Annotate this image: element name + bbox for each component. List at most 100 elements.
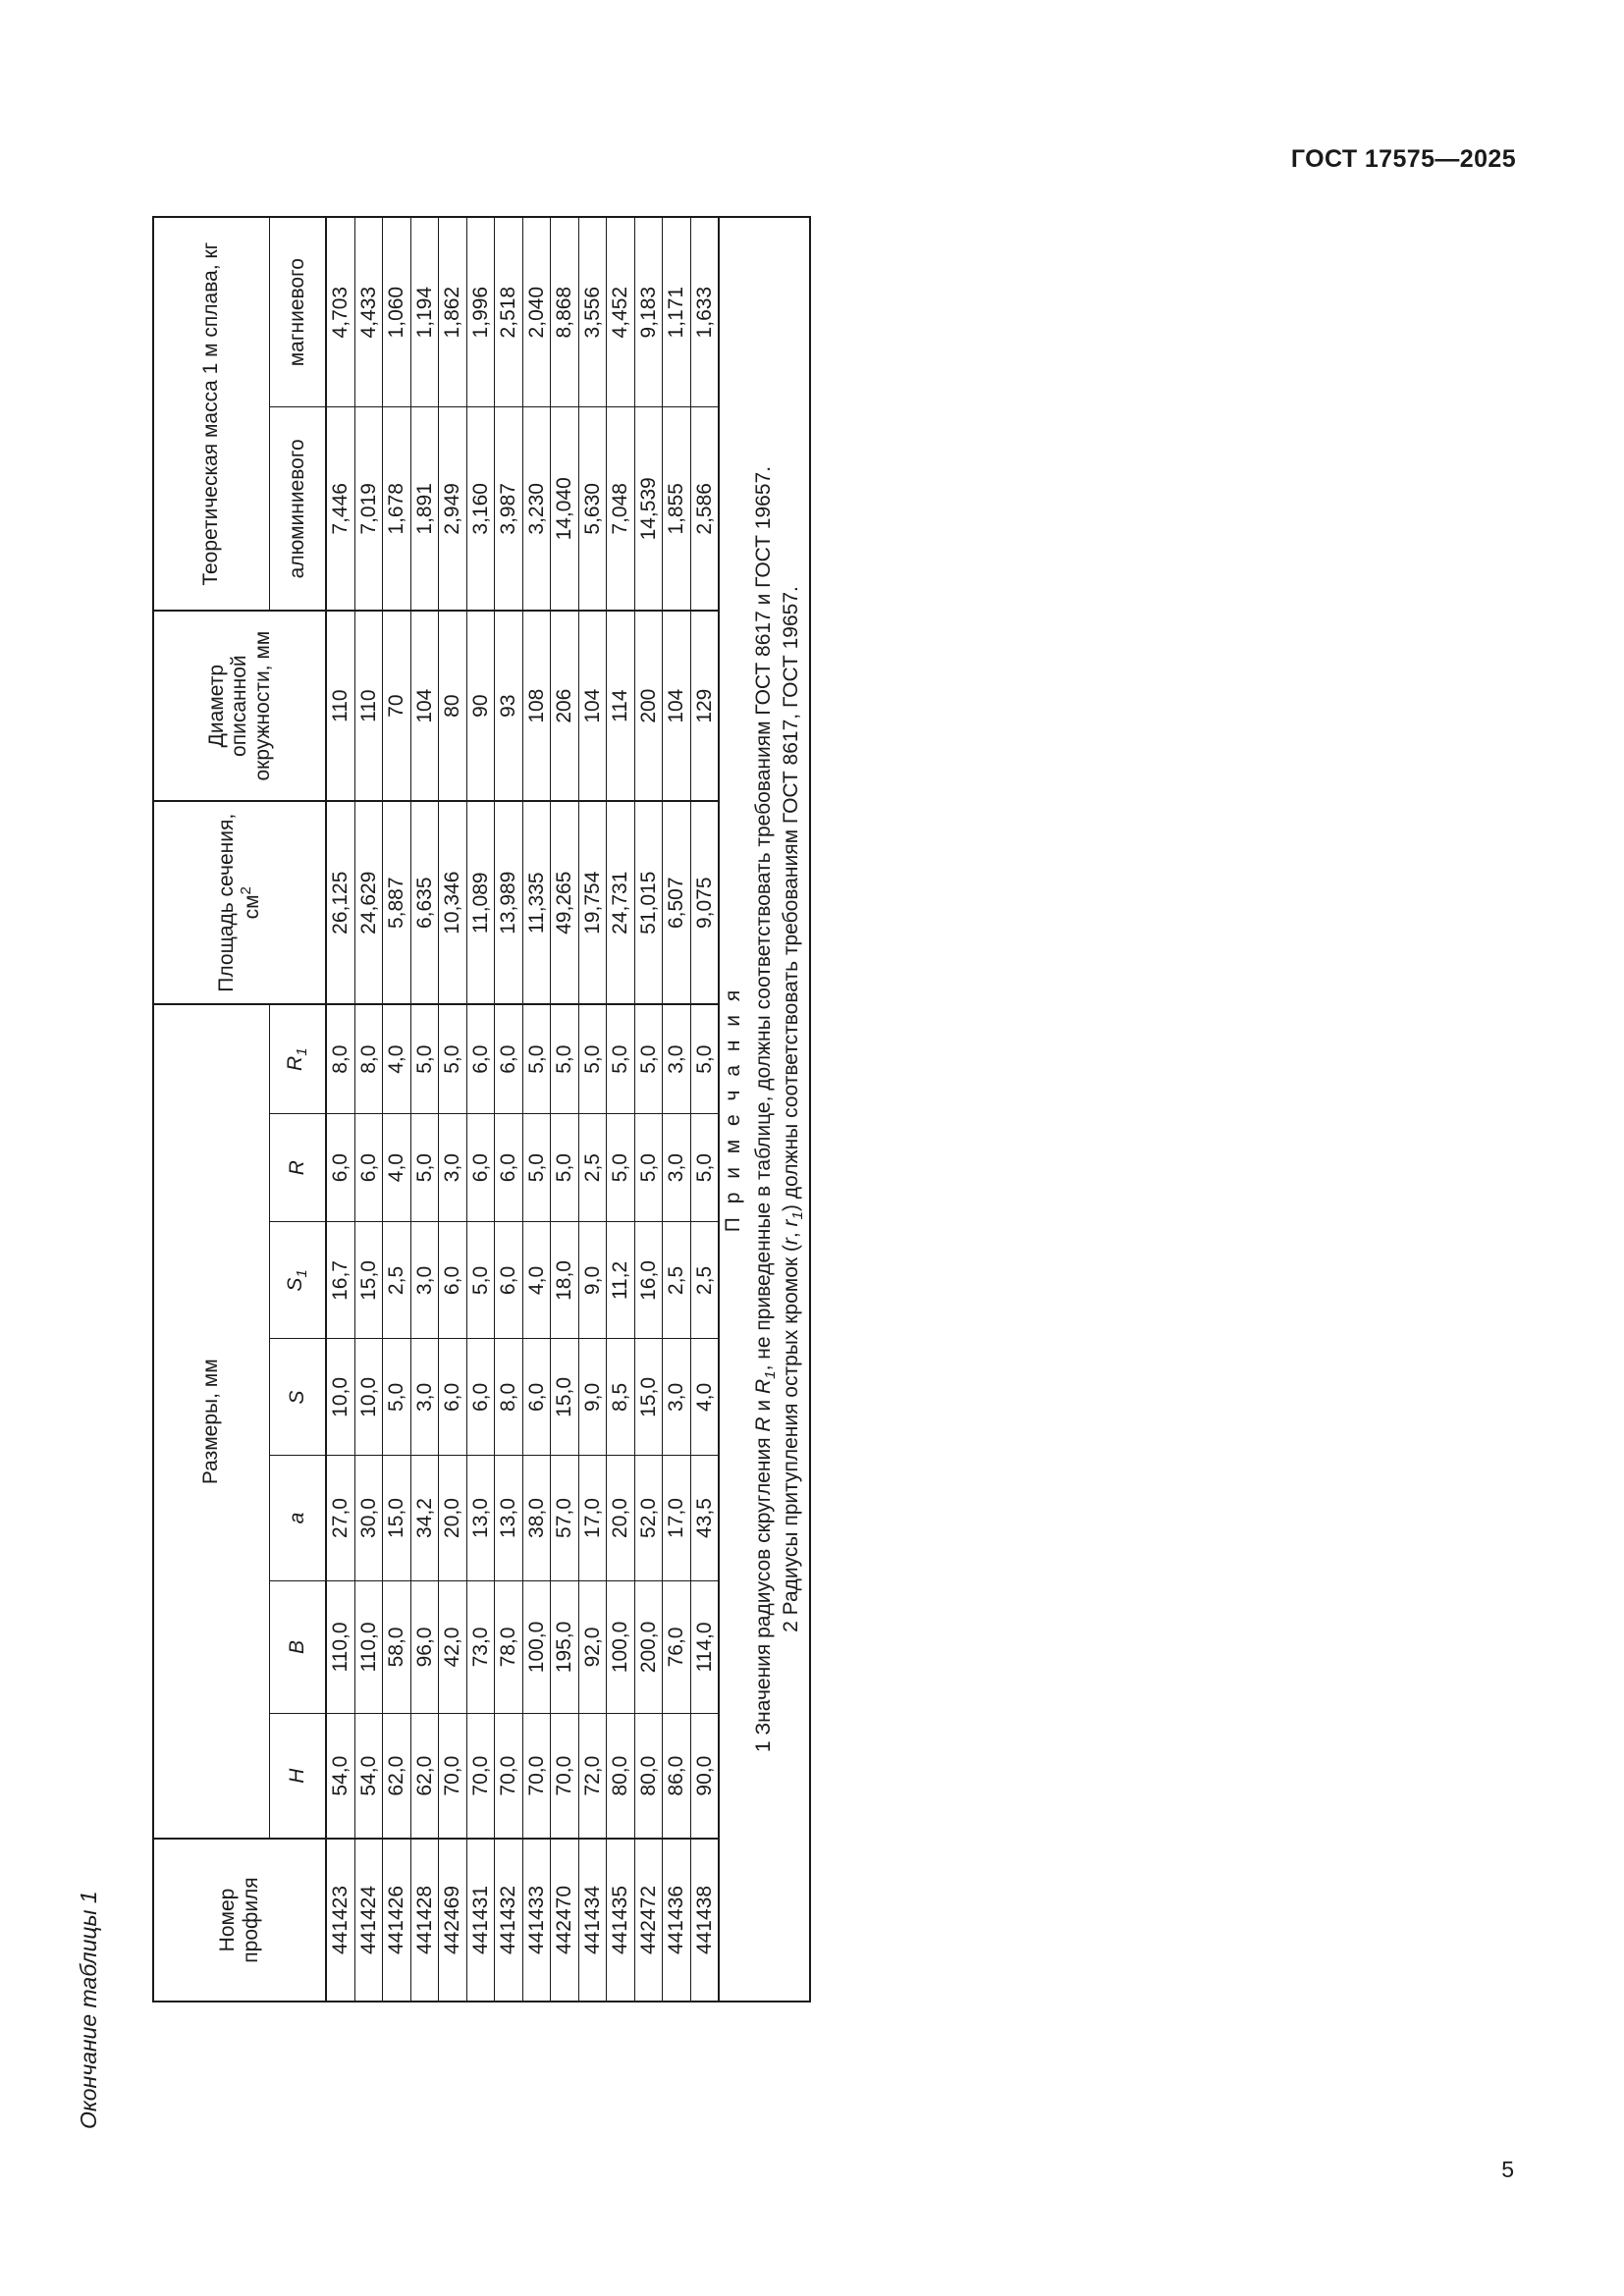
cell-a: 38,0 [522, 1455, 551, 1581]
cell-diameter: 80 [438, 611, 467, 801]
cell-H: 70,0 [522, 1713, 551, 1839]
area-line1: Площадь сечения, [215, 813, 239, 992]
cell-R1: 5,0 [410, 1004, 439, 1114]
cell-R: 5,0 [522, 1113, 551, 1222]
cell-diameter: 93 [494, 611, 523, 801]
cell-R: 2,5 [578, 1113, 607, 1222]
cell-profile-number: 441435 [606, 1839, 635, 2002]
cell-a: 13,0 [494, 1455, 523, 1581]
cell-H: 54,0 [354, 1713, 383, 1839]
page-number: 5 [1501, 2157, 1514, 2182]
cell-profile-number: 441424 [354, 1839, 383, 2002]
cell-area: 9,075 [690, 800, 720, 1005]
cell-R: 5,0 [690, 1113, 720, 1222]
cell-mass-magnesium: 8,868 [550, 217, 579, 407]
cell-diameter: 90 [466, 611, 495, 801]
cell-S1: 3,0 [410, 1221, 439, 1339]
cell-S1: 16,7 [326, 1221, 355, 1339]
cell-mass-aluminium: 14,539 [634, 406, 663, 612]
table-row: 441433 70,0 100,0 38,0 6,0 4,0 5,0 5,0 11,335 108… [522, 217, 551, 2002]
cell-a: 52,0 [634, 1455, 663, 1581]
col-header-mass-magnesium: магниевого [269, 217, 326, 407]
cell-a: 13,0 [466, 1455, 495, 1581]
cell-a: 43,5 [690, 1455, 720, 1581]
cell-S1: 2,5 [662, 1221, 691, 1339]
cell-profile-number: 441432 [494, 1839, 523, 2002]
cell-mass-magnesium: 3,556 [578, 217, 607, 407]
table-row: 441426 62,0 58,0 15,0 5,0 2,5 4,0 4,0 5,887 70 1,6… [382, 217, 411, 2002]
col-header-mass-aluminium: алюминиевого [269, 406, 326, 612]
cell-S1: 2,5 [690, 1221, 720, 1339]
cell-S: 10,0 [354, 1338, 383, 1456]
cell-diameter: 70 [382, 611, 411, 801]
cell-H: 90,0 [690, 1713, 720, 1839]
cell-mass-magnesium: 9,183 [634, 217, 663, 407]
cell-mass-aluminium: 1,855 [662, 406, 691, 612]
cell-R1: 5,0 [634, 1004, 663, 1114]
cell-diameter: 200 [634, 611, 663, 801]
cell-diameter: 114 [606, 611, 635, 801]
cell-B: 73,0 [466, 1580, 495, 1714]
table-row: 442472 80,0 200,0 52,0 15,0 16,0 5,0 5,0 51,015 2… [634, 217, 663, 2002]
cell-area: 5,887 [382, 800, 411, 1005]
col-header-S1: S1 [269, 1221, 326, 1339]
cell-R: 3,0 [438, 1113, 467, 1222]
cell-a: 20,0 [438, 1455, 467, 1581]
cell-R1: 5,0 [606, 1004, 635, 1114]
cell-area: 24,629 [354, 800, 383, 1005]
cell-B: 100,0 [522, 1580, 551, 1714]
cell-a: 27,0 [326, 1455, 355, 1581]
cell-R1: 5,0 [550, 1004, 579, 1114]
cell-a: 17,0 [578, 1455, 607, 1581]
cell-diameter: 104 [578, 611, 607, 801]
page-header-standard-number: ГОСТ 17575—2025 [1290, 145, 1516, 173]
cell-diameter: 104 [410, 611, 439, 801]
cell-mass-aluminium: 7,446 [326, 406, 355, 612]
profile-number-line2: профиля [240, 1877, 262, 1963]
cell-area: 11,335 [522, 800, 551, 1005]
cell-S1: 5,0 [466, 1221, 495, 1339]
cell-area: 51,015 [634, 800, 663, 1005]
col-header-a: a [269, 1455, 326, 1581]
note-item-1: 1 Значения радиусов скругления R и R1, н… [751, 465, 779, 1753]
cell-R1: 6,0 [494, 1004, 523, 1114]
cell-B: 78,0 [494, 1580, 523, 1714]
cell-S1: 9,0 [578, 1221, 607, 1339]
table-row: 441431 70,0 73,0 13,0 6,0 5,0 6,0 6,0 11,089 90 3,… [466, 217, 495, 2002]
cell-B: 195,0 [550, 1580, 579, 1714]
cell-R1: 8,0 [354, 1004, 383, 1114]
cell-profile-number: 442470 [550, 1839, 579, 2002]
rotated-table-container: Номер профиля Размеры, мм Площадь сечени… [152, 216, 1075, 2002]
table-notes: П р и м е ч а н и я 1 Значения радиусов … [719, 217, 810, 2002]
col-header-theoretical-mass-group: Теоретическая масса 1 м сплава, кг [153, 217, 269, 612]
cell-R1: 5,0 [690, 1004, 720, 1114]
profile-number-line1: Номер [216, 1888, 240, 1952]
cell-R: 6,0 [326, 1113, 355, 1222]
cell-diameter: 110 [354, 611, 383, 801]
cell-H: 70,0 [494, 1713, 523, 1839]
cell-S: 3,0 [410, 1338, 439, 1456]
cell-mass-magnesium: 1,633 [690, 217, 720, 407]
cell-R: 6,0 [354, 1113, 383, 1222]
col-header-dimensions-group: Размеры, мм [153, 1004, 269, 1839]
cell-mass-magnesium: 1,996 [466, 217, 495, 407]
cell-area: 26,125 [326, 800, 355, 1005]
cell-a: 34,2 [410, 1455, 439, 1581]
diameter-line1: Диаметр [204, 664, 228, 748]
cell-profile-number: 441438 [690, 1839, 720, 2002]
notes-title: П р и м е ч а н и я [722, 986, 745, 1233]
cell-S: 3,0 [662, 1338, 691, 1456]
cell-B: 114,0 [690, 1580, 720, 1714]
cell-diameter: 129 [690, 611, 720, 801]
cell-profile-number: 441436 [662, 1839, 691, 2002]
cell-H: 80,0 [606, 1713, 635, 1839]
cell-diameter: 110 [326, 611, 355, 801]
cell-R1: 5,0 [522, 1004, 551, 1114]
cell-area: 6,507 [662, 800, 691, 1005]
cell-H: 70,0 [438, 1713, 467, 1839]
cell-R: 6,0 [494, 1113, 523, 1222]
cell-profile-number: 441433 [522, 1839, 551, 2002]
cell-profile-number: 441431 [466, 1839, 495, 2002]
cell-H: 70,0 [466, 1713, 495, 1839]
cell-profile-number: 442469 [438, 1839, 467, 2002]
